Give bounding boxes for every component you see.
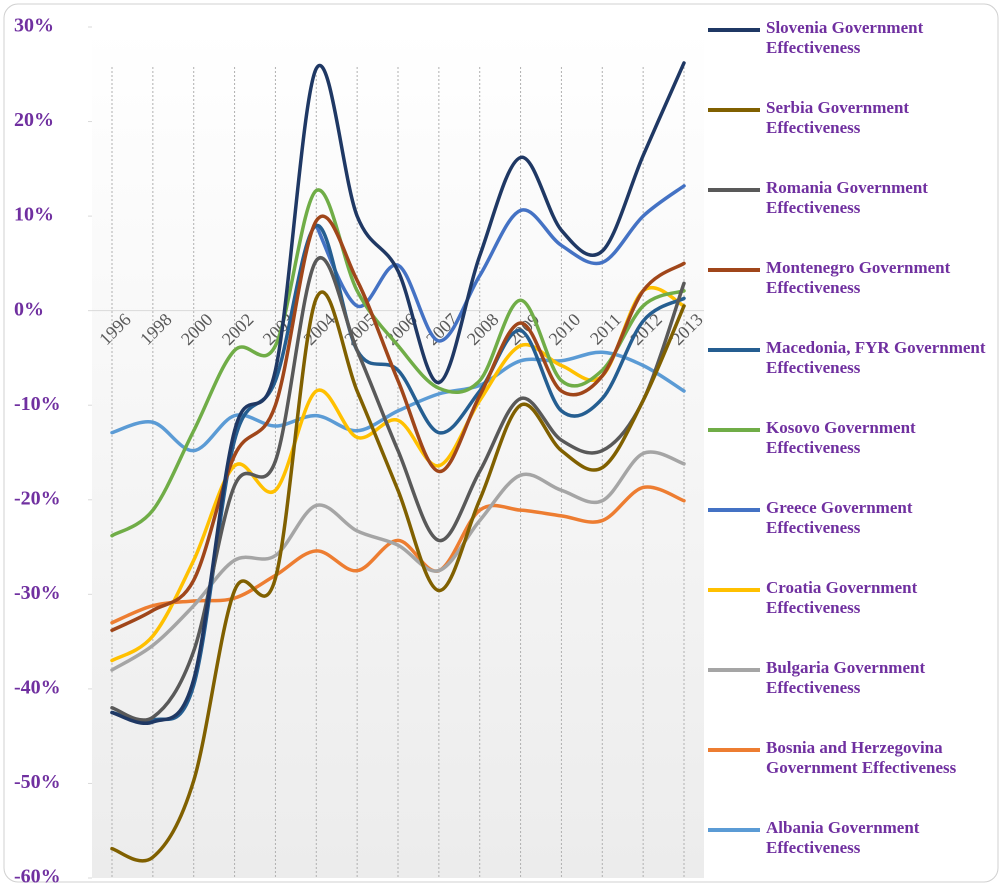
legend-label: Albania Government Effectiveness: [766, 818, 920, 857]
legend-swatch: [708, 268, 760, 272]
y-tick-label: -60%: [14, 866, 61, 886]
legend-swatch: [708, 508, 760, 512]
legend-label: Serbia Government Effectiveness: [766, 98, 910, 137]
y-tick-label: 0%: [14, 298, 44, 320]
legend-swatch: [708, 348, 760, 352]
legend-swatch: [708, 588, 760, 592]
y-tick-label: -40%: [14, 676, 61, 698]
legend-label: Romania Government Effectiveness: [766, 178, 928, 217]
y-tick-label: -10%: [14, 393, 61, 415]
series-line: [110, 188, 686, 538]
legend-entry: Croatia Government Effectiveness: [708, 578, 1003, 618]
legend-swatch: [708, 748, 760, 752]
legend-entry: Bulgaria Government Effectiveness: [708, 658, 1003, 698]
legend-entry: Serbia Government Effectiveness: [708, 98, 1003, 138]
legend-entry: Albania Government Effectiveness: [708, 818, 1003, 858]
y-tick-label: 10%: [14, 204, 54, 226]
series-line: [110, 290, 686, 863]
legend-label: Slovenia Government Effectiveness: [766, 18, 924, 57]
series-line: [110, 61, 686, 725]
legend-label: Montenegro Government Effectiveness: [766, 258, 951, 297]
legend-entry: Slovenia Government Effectiveness: [708, 18, 1003, 58]
legend-swatch: [708, 828, 760, 832]
legend-entry: Bosnia and Herzegovina Government Effect…: [708, 738, 1003, 778]
legend-swatch: [708, 28, 760, 32]
y-tick-label: -50%: [14, 771, 61, 793]
legend-entry: Macedonia, FYR Government Effectiveness: [708, 338, 1003, 378]
legend-swatch: [708, 428, 760, 432]
legend-swatch: [708, 108, 760, 112]
legend-entry: Kosovo Government Effectiveness: [708, 418, 1003, 458]
legend-label: Macedonia, FYR Government Effectiveness: [766, 338, 986, 377]
legend-label: Bulgaria Government Effectiveness: [766, 658, 926, 697]
legend-swatch: [708, 188, 760, 192]
legend-entry: Greece Government Effectiveness: [708, 498, 1003, 538]
legend-label: Bosnia and Herzegovina Government Effect…: [766, 738, 957, 777]
chart-border: [3, 3, 999, 883]
legend-label: Greece Government Effectiveness: [766, 498, 913, 537]
y-tick-label: -20%: [14, 487, 61, 509]
series-line: [110, 350, 686, 453]
series-line: [110, 214, 686, 633]
series-line: [110, 256, 686, 722]
y-tick-label: -30%: [14, 582, 61, 604]
y-tick-label: 30%: [14, 15, 54, 37]
series-line: [314, 184, 686, 343]
legend-label: Croatia Government Effectiveness: [766, 578, 918, 617]
legend-swatch: [708, 668, 760, 672]
legend-entry: Montenegro Government Effectiveness: [708, 258, 1003, 298]
legend-entry: Romania Government Effectiveness: [708, 178, 1003, 218]
y-tick-label: 20%: [14, 109, 54, 131]
legend-label: Kosovo Government Effectiveness: [766, 418, 916, 457]
